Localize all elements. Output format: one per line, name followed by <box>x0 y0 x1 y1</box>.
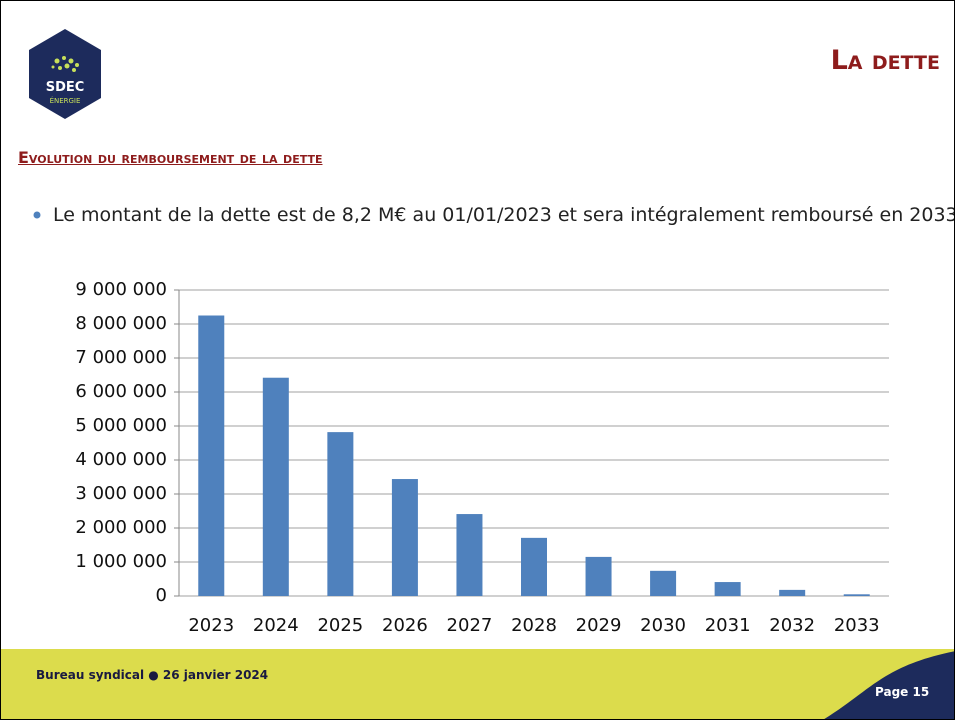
bar <box>391 479 418 596</box>
y-tick-label: 2 000 000 <box>75 517 167 538</box>
bar <box>327 432 354 596</box>
x-tick-label: 2032 <box>769 615 815 636</box>
bar <box>585 556 612 596</box>
y-tick-label: 3 000 000 <box>75 483 167 504</box>
y-tick-label: 6 000 000 <box>75 381 167 402</box>
x-tick-label: 2028 <box>511 615 557 636</box>
bar <box>714 582 741 596</box>
footer-text: Bureau syndical ● 26 janvier 2024 <box>36 668 269 682</box>
bullet-text: Le montant de la dette est de 8,2 M€ au … <box>53 204 955 226</box>
bar <box>521 537 547 596</box>
x-tick-label: 2026 <box>382 615 428 636</box>
x-tick-label: 2023 <box>188 615 234 636</box>
footer-band <box>1 649 954 719</box>
y-tick-label: 5 000 000 <box>75 415 167 436</box>
y-tick-label: 7 000 000 <box>75 347 167 368</box>
logo-subtext: ÉNERGIE <box>50 96 81 105</box>
y-tick-label: 4 000 000 <box>75 449 167 470</box>
x-tick-label: 2027 <box>447 615 493 636</box>
logo-hexagon <box>29 29 101 119</box>
slide-title: La dette <box>830 45 940 76</box>
bar <box>779 589 806 596</box>
bullet-dot <box>33 211 41 219</box>
page-number: Page 15 <box>875 685 930 699</box>
bar <box>843 594 870 596</box>
bar <box>456 514 483 596</box>
x-tick-label: 2025 <box>317 615 363 636</box>
x-tick-label: 2029 <box>576 615 622 636</box>
logo-text: SDEC <box>46 80 85 95</box>
y-tick-label: 0 <box>156 585 167 606</box>
bar <box>650 570 677 596</box>
y-tick-label: 1 000 000 <box>75 551 167 572</box>
x-tick-label: 2024 <box>253 615 299 636</box>
footer-wave <box>824 651 954 719</box>
logo-dots <box>51 56 79 72</box>
x-tick-label: 2031 <box>705 615 751 636</box>
y-tick-label: 8 000 000 <box>75 313 167 334</box>
bar <box>262 377 289 596</box>
x-tick-label: 2033 <box>834 615 880 636</box>
bar <box>198 315 225 596</box>
y-tick-label: 9 000 000 <box>75 279 167 300</box>
x-tick-label: 2030 <box>640 615 686 636</box>
section-title: Evolution du remboursement de la dette <box>18 148 323 167</box>
